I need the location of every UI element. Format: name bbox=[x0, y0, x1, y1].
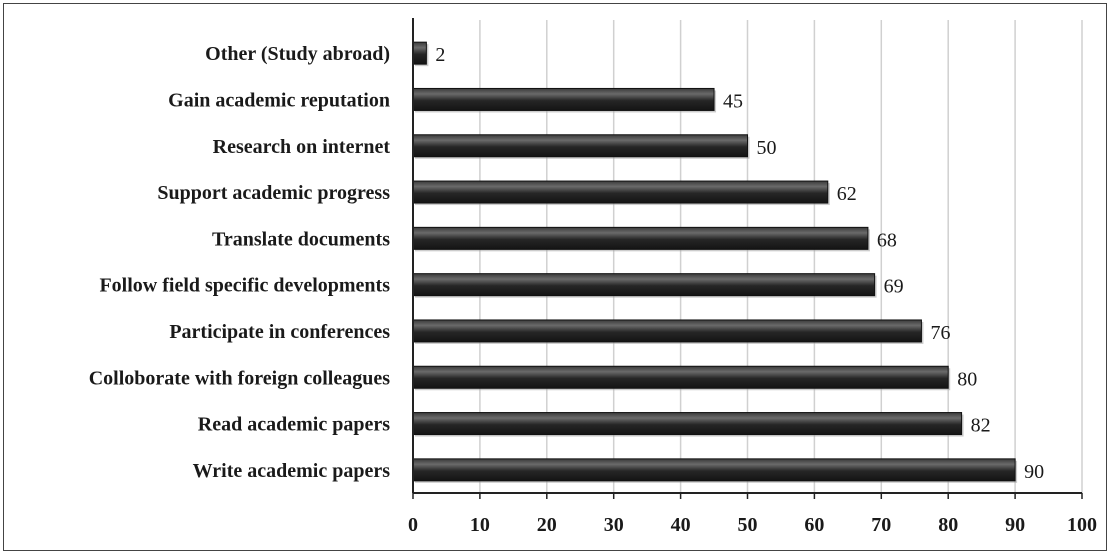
data-label: 45 bbox=[723, 90, 743, 112]
bar bbox=[412, 412, 963, 436]
bar bbox=[412, 365, 949, 389]
bar bbox=[412, 87, 715, 111]
bar bbox=[412, 458, 1016, 482]
x-tick-label: 80 bbox=[938, 514, 958, 536]
category-label: Read academic papers bbox=[198, 414, 390, 436]
bars bbox=[412, 41, 1018, 483]
bar bbox=[412, 226, 869, 250]
data-label: 76 bbox=[930, 322, 950, 344]
x-tick-label: 30 bbox=[604, 514, 624, 536]
axes bbox=[412, 18, 1083, 499]
x-tick-label: 10 bbox=[470, 514, 490, 536]
bar bbox=[412, 41, 427, 65]
bar bbox=[412, 134, 748, 158]
bar bbox=[412, 180, 829, 204]
x-tick-label: 40 bbox=[671, 514, 691, 536]
x-tick-label: 70 bbox=[871, 514, 891, 536]
category-label: Other (Study abroad) bbox=[205, 43, 390, 65]
category-labels: Other (Study abroad) Gain academic reputa… bbox=[89, 43, 391, 482]
data-label: 68 bbox=[877, 229, 897, 251]
category-label: Support academic progress bbox=[157, 182, 390, 204]
data-label: 50 bbox=[757, 137, 777, 159]
category-label: Colloborate with foreign colleagues bbox=[89, 367, 390, 389]
x-tick-label: 20 bbox=[537, 514, 557, 536]
chart-frame bbox=[3, 3, 1107, 551]
category-label: Research on internet bbox=[213, 136, 391, 158]
data-label: 90 bbox=[1024, 461, 1044, 483]
x-tick-label: 0 bbox=[408, 514, 418, 536]
x-tick-label: 100 bbox=[1067, 514, 1097, 536]
category-label: Follow field specific developments bbox=[99, 275, 390, 297]
category-label: Gain academic reputation bbox=[168, 89, 390, 111]
x-tick-label: 60 bbox=[804, 514, 824, 536]
category-label: Participate in conferences bbox=[169, 321, 390, 343]
data-label: 82 bbox=[971, 415, 991, 437]
data-label: 62 bbox=[837, 183, 857, 205]
data-label: 80 bbox=[957, 368, 977, 390]
category-label: Translate documents bbox=[212, 228, 390, 250]
data-label: 2 bbox=[435, 44, 445, 66]
data-labels: 2 45 50 62 68 69 76 80 82 90 bbox=[435, 44, 1044, 483]
x-tick-labels: 0 10 20 30 40 50 60 70 80 90 100 bbox=[408, 514, 1097, 536]
x-tick-label: 50 bbox=[738, 514, 758, 536]
category-label: Write academic papers bbox=[193, 460, 391, 482]
bar bbox=[412, 273, 876, 297]
data-label: 69 bbox=[884, 276, 904, 298]
x-tick-label: 90 bbox=[1005, 514, 1025, 536]
bar bbox=[412, 319, 922, 343]
